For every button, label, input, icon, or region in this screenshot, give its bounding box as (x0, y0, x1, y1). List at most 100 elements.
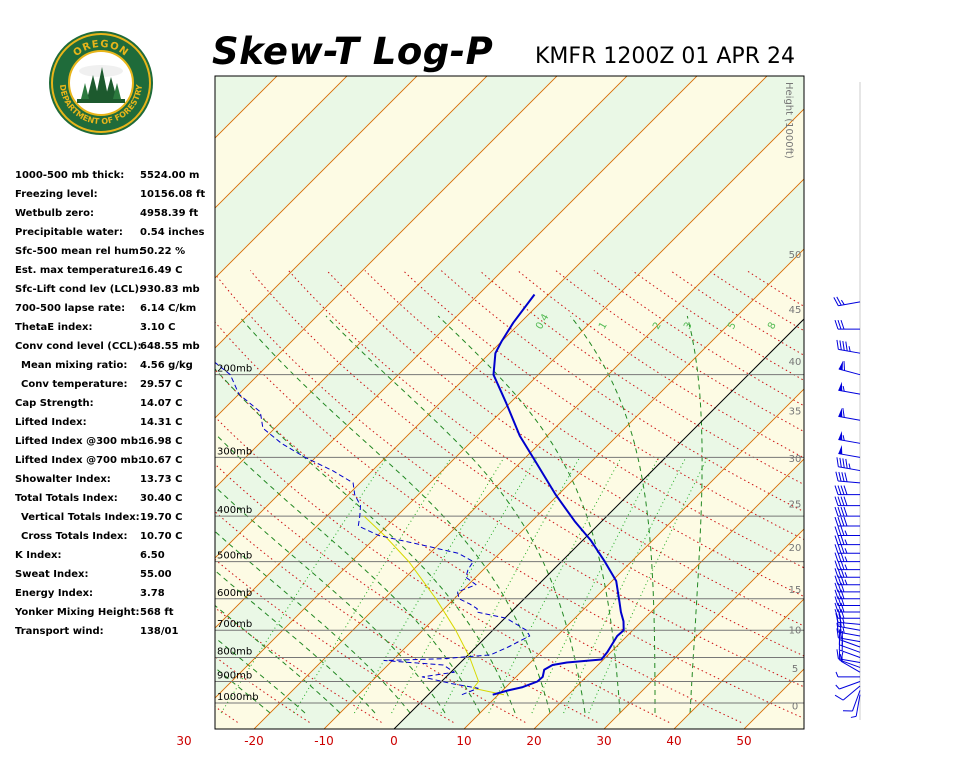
x-tick-label: -10 (314, 734, 334, 748)
index-label: Conv cond level (CCL): (15, 341, 142, 352)
isotherm-line (253, 178, 804, 729)
tree-icon (77, 65, 125, 103)
wind-barb-feather (834, 575, 839, 585)
wind-barb-shaft (839, 644, 861, 653)
wind-barb-shaft (840, 660, 861, 673)
index-row: Lifted Index @300 mb: 16.98 C (15, 434, 220, 453)
wind-barb-shaft (838, 658, 861, 664)
index-value: 16.49 C (140, 265, 183, 276)
wind-barb (836, 339, 861, 354)
wind-barb-half-feather (835, 684, 840, 690)
wind-barb (834, 319, 860, 330)
index-label: Sfc-Lift cond lev (LCL): (15, 284, 144, 295)
index-row: Total Totals Index: 30.40 C (15, 491, 220, 510)
dry-adiabat (215, 273, 804, 688)
index-value: 10.67 C (140, 455, 183, 466)
isotherm-band (0, 66, 147, 739)
index-row: Showalter Index: 13.73 C (15, 472, 220, 491)
index-label: Freezing level: (15, 189, 98, 200)
wind-barb-feather (834, 596, 839, 606)
wind-barb-feather (837, 506, 842, 517)
mixing-ratio-label: 1 (597, 320, 610, 331)
x-tick-label: 40 (666, 734, 681, 748)
index-label: ThetaE index: (15, 322, 93, 333)
wind-barb-half-feather (844, 556, 848, 562)
wind-barb-shaft (839, 659, 861, 668)
index-value: 30.40 C (140, 493, 183, 504)
wind-barb-feather (843, 516, 848, 527)
wind-barb-flag (838, 360, 844, 371)
wind-barb (834, 526, 860, 537)
index-row: Lifted Index @700 mb: 10.67 C (15, 453, 220, 472)
index-label: Wetbulb zero: (15, 208, 94, 219)
index-row: Conv temperature: 29.57 C (15, 377, 220, 396)
wind-barb-shaft (838, 631, 861, 637)
dewpoint-trace (215, 361, 531, 696)
index-row: Sfc-Lift cond lev (LCL): 930.83 mb (15, 282, 220, 301)
wind-barb (835, 471, 861, 484)
index-value: 13.73 C (140, 474, 183, 485)
isotherm-line (673, 598, 804, 729)
index-label: Mean mixing ratio: (21, 360, 128, 371)
index-label: Est. max temperature: (15, 265, 143, 276)
wind-barb-feather (840, 496, 845, 506)
wind-barb-half-feather (842, 385, 845, 392)
wind-barb-feather (840, 609, 845, 619)
wind-barb-feather (845, 341, 848, 351)
mixing-ratio-label: 2 (651, 320, 664, 331)
index-label: Transport wind: (15, 626, 104, 637)
wind-barb-shaft (838, 621, 861, 625)
index-row: Energy Index: 3.78 (15, 586, 220, 605)
index-value: 6.14 C/km (140, 303, 197, 314)
wind-barb-half-feather (844, 579, 848, 585)
index-value: 568 ft (140, 607, 174, 618)
wind-barb-half-feather (835, 671, 839, 678)
height-tick-label: 5 (792, 664, 798, 675)
wind-barb-feather (839, 623, 842, 633)
wind-barb-feather (834, 560, 839, 570)
index-row: 1000-500 mb thick: 5524.00 m (15, 168, 220, 187)
wind-barb (834, 560, 860, 571)
wind-barb (834, 516, 860, 527)
wind-barb-flag (838, 430, 843, 441)
index-value: 648.55 mb (140, 341, 200, 352)
wind-barb-feather (837, 596, 842, 606)
index-row: Transport wind: 138/01 (15, 624, 220, 643)
wind-barb (834, 506, 860, 517)
mixing-ratio-line (391, 457, 538, 714)
index-value: 19.70 C (140, 512, 183, 523)
wind-barb-feather (840, 589, 845, 599)
pressure-label: 200mb (217, 364, 252, 375)
wind-barb-feather (839, 340, 842, 350)
wind-barb-feather (840, 560, 845, 570)
wind-barb-half-feather (844, 548, 848, 554)
isotherm-line (533, 458, 804, 729)
index-label: Vertical Totals Index: (21, 512, 140, 523)
wind-barb (836, 622, 861, 637)
wind-barb-feather (834, 526, 839, 536)
height-tick-label: 35 (789, 407, 802, 418)
x-tick-label: 50 (736, 734, 751, 748)
index-row: 700-500 lapse rate: 6.14 C/km (15, 301, 220, 320)
wind-barb-half-feather (840, 299, 845, 305)
wind-barb-shaft (839, 649, 861, 658)
index-value: 6.50 (140, 550, 165, 561)
wind-barb-feather (837, 560, 842, 570)
wind-barb-feather (840, 319, 845, 330)
isotherm-line (215, 76, 628, 489)
wind-barb (834, 609, 860, 619)
index-row: Conv cond level (CCL): 648.55 mb (15, 339, 220, 358)
index-row: Vertical Totals Index: 19.70 C (15, 510, 220, 529)
index-value: 10156.08 ft (140, 189, 206, 200)
wind-barb-flag (838, 407, 843, 418)
wind-barb-feather (837, 485, 842, 495)
dry-adiabat (215, 463, 598, 723)
dry-adiabat (250, 270, 804, 657)
isotherm-line (0, 66, 77, 739)
index-label: K Index: (15, 550, 62, 561)
wind-barb-half-feather (842, 435, 845, 441)
dry-adiabat (402, 270, 804, 541)
height-tick-label: 25 (789, 499, 802, 510)
index-row: Sweat Index: 55.00 (15, 567, 220, 586)
